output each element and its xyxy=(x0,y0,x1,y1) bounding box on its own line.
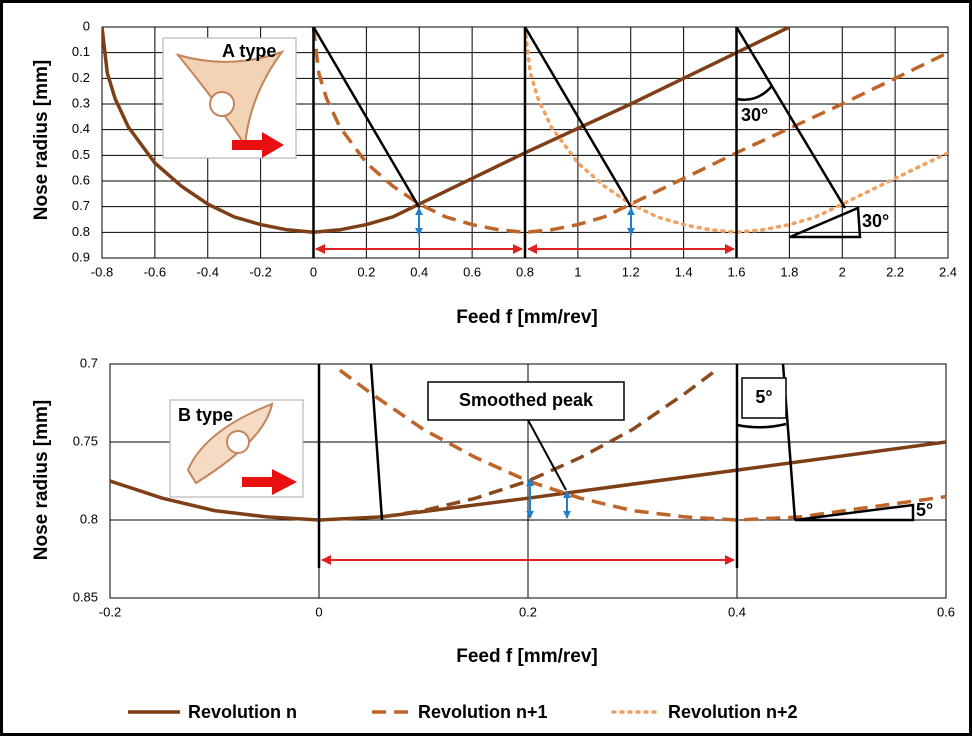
legend-label: Revolution n xyxy=(188,702,297,722)
y-tick-label: 0.2 xyxy=(72,70,90,85)
y-tick-label: 0.3 xyxy=(72,95,90,110)
annotation: 30° xyxy=(862,211,889,231)
x-tick-label: 0.8 xyxy=(516,264,534,279)
x-tick-label: 0.2 xyxy=(357,264,375,279)
x-tick-label: 2.2 xyxy=(886,264,904,279)
y-tick-label: 0.75 xyxy=(73,433,98,448)
y-tick-label: 0.8 xyxy=(72,224,90,239)
frame xyxy=(2,2,971,735)
x-tick-label: -0.2 xyxy=(99,604,121,619)
x-tick-label: 1.4 xyxy=(675,264,693,279)
x-tick-label: 1 xyxy=(574,264,581,279)
x-tick-label: 2.4 xyxy=(939,264,957,279)
y-axis-title: Nose radius [mm] xyxy=(31,400,52,560)
figure: -0.8 -0.6 -0.4 -0.2 0 0.2 0.4 0.6 0.8 1 1.2 1.4 1.6 1… xyxy=(0,0,972,736)
y-tick-label: 0.7 xyxy=(72,198,90,213)
x-tick-label: 2 xyxy=(839,264,846,279)
annotation: 5° xyxy=(755,387,772,407)
x-tick-label: 0.6 xyxy=(937,604,955,619)
y-tick-label: 0.85 xyxy=(73,589,98,604)
x-axis-title: Feed f [mm/rev] xyxy=(456,307,597,328)
x-tick-label: -0.8 xyxy=(91,264,113,279)
annotation: B type xyxy=(178,405,233,425)
x-tick-label: 1.2 xyxy=(622,264,640,279)
y-tick-label: 0.7 xyxy=(80,355,98,370)
x-tick-label: 0.4 xyxy=(410,264,428,279)
annotation: 5° xyxy=(916,500,933,520)
annotation: Smoothed peak xyxy=(459,390,594,410)
y-tick-label: 0.1 xyxy=(72,44,90,59)
y-tick-label: 0.4 xyxy=(72,121,90,136)
y-tick-label: 0.9 xyxy=(72,249,90,264)
x-tick-label: 1.8 xyxy=(780,264,798,279)
annotation: A type xyxy=(222,41,276,61)
annotation: 30° xyxy=(741,105,768,125)
x-tick-label: 1.6 xyxy=(727,264,745,279)
x-tick-label: -0.2 xyxy=(249,264,271,279)
legend-label: Revolution n+2 xyxy=(668,702,798,722)
y-axis-title: Nose radius [mm] xyxy=(31,60,52,220)
legend: Revolution n Revolution n+1 Revolution n+2 xyxy=(128,702,798,722)
y-tick-label: 0.6 xyxy=(72,172,90,187)
x-tick-label: 0.6 xyxy=(463,264,481,279)
x-tick-label: 0 xyxy=(310,264,317,279)
x-tick-label: 0.4 xyxy=(728,604,746,619)
x-tick-label: -0.4 xyxy=(197,264,219,279)
y-tick-label: 0 xyxy=(83,18,90,33)
y-tick-label: 0.8 xyxy=(80,511,98,526)
legend-label: Revolution n+1 xyxy=(418,702,548,722)
y-tick-label: 0.5 xyxy=(72,147,90,162)
x-tick-label: 0.2 xyxy=(519,604,537,619)
x-tick-label: -0.6 xyxy=(144,264,166,279)
x-axis-title: Feed f [mm/rev] xyxy=(456,646,597,667)
x-tick-label: 0 xyxy=(315,604,322,619)
